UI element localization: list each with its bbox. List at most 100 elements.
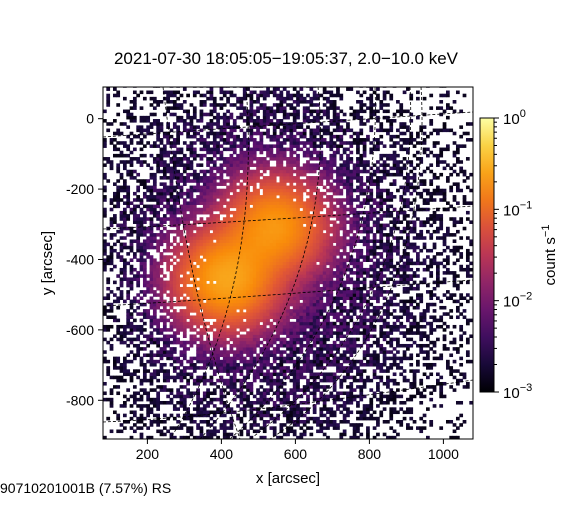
heatmap-cell <box>136 328 141 332</box>
heatmap-cell <box>119 331 124 335</box>
heatmap-cell <box>172 309 177 313</box>
heatmap-cell <box>142 115 147 120</box>
heatmap-cell <box>172 286 177 291</box>
heatmap-cell <box>282 305 287 310</box>
heatmap-cell <box>192 435 197 440</box>
heatmap-cell <box>172 214 177 218</box>
heatmap-cell <box>259 252 264 256</box>
heatmap-cell <box>246 359 250 364</box>
heatmap-cell <box>249 321 254 326</box>
heatmap-cell <box>192 296 197 301</box>
heatmap-cell <box>269 147 274 152</box>
heatmap-cell <box>182 236 187 240</box>
heatmap-cell <box>162 419 167 424</box>
heatmap-cell <box>172 176 177 180</box>
heatmap-cell <box>226 201 230 205</box>
heatmap-cell <box>246 271 250 275</box>
heatmap-cell <box>142 233 147 237</box>
heatmap-cell <box>119 223 124 228</box>
heatmap-cell <box>122 258 127 262</box>
heatmap-cell <box>289 302 294 307</box>
heatmap-cell <box>312 286 317 291</box>
heatmap-cell <box>169 432 174 437</box>
heatmap-cell <box>222 122 227 126</box>
heatmap-cell <box>182 385 187 389</box>
heatmap-cell <box>269 385 274 389</box>
heatmap-cell <box>236 223 240 228</box>
heatmap-cell <box>302 141 307 145</box>
heatmap-cell <box>279 267 284 272</box>
heatmap-cell <box>169 271 174 275</box>
heatmap-cell <box>222 229 227 234</box>
heatmap-cell <box>296 204 300 209</box>
heatmap-cell <box>159 239 164 243</box>
heatmap-cell <box>126 109 131 114</box>
heatmap-cell <box>319 255 324 259</box>
heatmap-cell <box>156 233 161 237</box>
heatmap-cell <box>103 397 107 402</box>
heatmap-cell <box>226 195 230 199</box>
heatmap-cell <box>286 419 290 424</box>
heatmap-cell <box>156 372 161 377</box>
heatmap-cell <box>306 280 310 285</box>
heatmap-cell <box>222 426 227 430</box>
heatmap-cell <box>289 214 294 218</box>
heatmap-cell <box>316 296 320 301</box>
heatmap-cell <box>216 429 220 434</box>
heatmap-cell <box>292 315 297 320</box>
heatmap-cell <box>202 207 207 212</box>
heatmap-cell <box>162 413 167 418</box>
heatmap-cell <box>262 195 267 199</box>
heatmap-cell <box>139 264 144 269</box>
heatmap-cell <box>139 290 144 294</box>
heatmap-cell <box>212 109 217 114</box>
heatmap-cell <box>266 93 270 98</box>
heatmap-cell <box>132 353 137 358</box>
heatmap-cell <box>286 267 290 272</box>
heatmap-cell <box>319 233 324 237</box>
heatmap-cell <box>316 277 320 281</box>
heatmap-cell <box>229 144 234 148</box>
heatmap-cell <box>229 182 234 186</box>
heatmap-cell <box>312 321 317 326</box>
heatmap-cell <box>316 204 320 209</box>
heatmap-cell <box>186 324 190 329</box>
heatmap-cell <box>269 324 274 329</box>
heatmap-cell <box>169 210 174 215</box>
heatmap-cell <box>152 144 157 148</box>
heatmap-cell <box>226 147 230 152</box>
heatmap-cell <box>302 163 307 167</box>
heatmap-cell <box>209 204 214 209</box>
heatmap-cell <box>162 131 167 136</box>
heatmap-cell <box>212 185 217 190</box>
heatmap-cell <box>302 169 307 174</box>
heatmap-cell <box>116 318 121 323</box>
heatmap-cell <box>156 267 161 272</box>
heatmap-cell <box>249 362 254 367</box>
heatmap-cell <box>172 103 177 107</box>
heatmap-cell <box>146 245 151 250</box>
heatmap-cell <box>299 172 304 177</box>
heatmap-cell <box>306 176 310 180</box>
heatmap-cell <box>246 179 250 183</box>
heatmap-cell <box>259 416 264 421</box>
heatmap-cell <box>209 252 214 256</box>
heatmap-cell <box>172 274 177 278</box>
heatmap-cell <box>242 324 247 329</box>
heatmap-cell <box>312 331 317 335</box>
heatmap-cell <box>279 109 284 114</box>
heatmap-cell <box>296 239 300 243</box>
heatmap-cell <box>176 283 180 288</box>
heatmap-cell <box>272 369 277 373</box>
heatmap-cell <box>176 229 180 234</box>
heatmap-cell <box>232 331 237 335</box>
heatmap-cell <box>289 347 294 351</box>
heatmap-cell <box>172 331 177 335</box>
heatmap-cell <box>256 337 260 342</box>
heatmap-cell <box>286 305 290 310</box>
heatmap-cell <box>316 258 320 262</box>
heatmap-cell <box>136 375 141 380</box>
heatmap-cell <box>202 223 207 228</box>
heatmap-cell <box>169 128 174 133</box>
heatmap-cell <box>226 160 230 164</box>
